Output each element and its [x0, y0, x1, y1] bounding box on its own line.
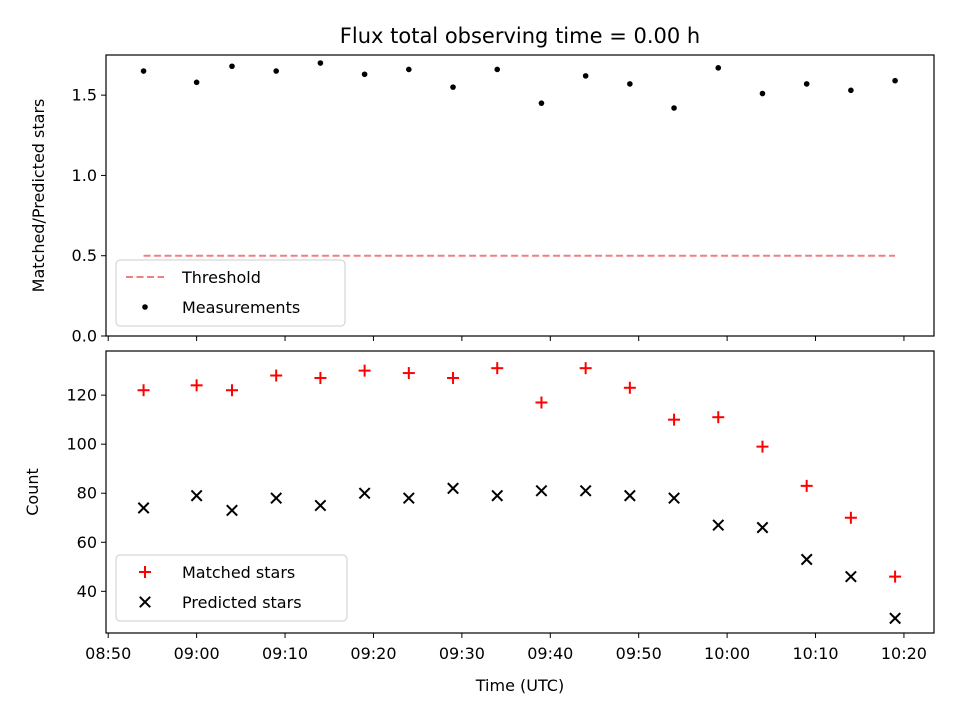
- bottom-matched-stars-point: [190, 379, 203, 392]
- bottom-y-tick-label: 100: [66, 435, 97, 454]
- top-measurements-point: [317, 60, 324, 66]
- x-tick-label: 09:50: [616, 644, 662, 663]
- top-legend-box: [115, 259, 346, 327]
- bottom-panel-frame: [105, 350, 935, 634]
- bottom-predicted-stars-point: [712, 519, 725, 532]
- top-legend-threshold-label: Threshold: [181, 268, 261, 287]
- bottom-matched-stars-point: [358, 364, 371, 377]
- bottom-legend-matched-stars-label: Matched stars: [182, 563, 295, 582]
- chart-title: Flux total observing time = 0.00 h: [340, 24, 700, 48]
- bottom-legend-box: [115, 554, 348, 622]
- bottom-predicted-stars-point: [137, 502, 150, 514]
- top-y-tick-label: 0.0: [72, 327, 97, 346]
- top-measurements-point: [193, 79, 200, 86]
- bottom-legend-predicted-stars-label: Predicted stars: [182, 593, 302, 612]
- x-tick-label: 09:40: [527, 644, 573, 663]
- bottom-matched-stars-point: [270, 369, 283, 382]
- top-measurements-point: [361, 71, 368, 78]
- bottom-predicted-stars-point: [190, 489, 203, 502]
- bottom-matched-stars-point: [447, 371, 460, 384]
- bottom-matched-stars-point: [402, 367, 415, 380]
- top-measurements-point: [450, 84, 456, 90]
- bottom-matched-stars-point: [889, 570, 902, 583]
- top-y-tick-label: 1.5: [72, 86, 97, 105]
- bottom-matched-stars-point: [137, 384, 150, 397]
- top-legend: Threshold Measurements: [115, 259, 346, 327]
- x-tick-label: 10:00: [704, 644, 750, 663]
- bottom-predicted-stars-point: [314, 499, 327, 512]
- bottom-predicted-stars-point: [402, 492, 415, 505]
- top-measurements-point: [892, 77, 898, 84]
- bottom-matched-stars-point: [314, 371, 327, 384]
- bottom-y-axis-label: Count: [23, 468, 42, 516]
- bottom-panel: 40 60 80 100 120 08:50 09:00 09:10 09:20 09:30 09:…: [66, 350, 935, 663]
- x-tick-label: 09:20: [350, 644, 396, 663]
- top-measurements-point: [273, 68, 279, 74]
- bottom-y-tick-label: 60: [77, 533, 97, 552]
- bottom-predicted-stars-point: [889, 612, 902, 625]
- bottom-predicted-stars-point: [668, 492, 680, 505]
- top-measurements-point: [627, 81, 633, 87]
- bottom-predicted-stars-point: [270, 492, 283, 505]
- bottom-matched-stars-point: [579, 362, 592, 375]
- bottom-legend-predicted-stars-handle: [139, 596, 151, 608]
- bottom-matched-stars-point: [225, 384, 238, 397]
- top-legend-measurements-label: Measurements: [182, 298, 300, 317]
- bottom-matched-stars-point: [491, 362, 504, 375]
- bottom-matched-stars-point: [668, 413, 681, 426]
- x-tick-label: 09:10: [262, 644, 308, 663]
- bottom-predicted-stars-point: [358, 487, 371, 500]
- top-measurements-point: [229, 63, 235, 70]
- bottom-predicted-stars-point: [447, 482, 459, 495]
- bottom-legend: Matched stars Predicted stars: [115, 554, 348, 622]
- bottom-predicted-stars-point: [623, 489, 636, 502]
- top-y-axis-label: Matched/Predicted stars: [29, 99, 48, 293]
- top-measurements-point: [671, 105, 677, 111]
- bottom-predicted-stars-point: [800, 553, 813, 566]
- top-panel-frame: [105, 54, 935, 337]
- x-tick-label: 09:00: [174, 644, 220, 663]
- bottom-matched-stars-point: [535, 396, 548, 409]
- top-panel: 0.0 0.5 1.0 1.5 Threshold Measurements: [72, 54, 935, 346]
- top-measurements-point: [582, 73, 589, 79]
- bottom-matched-stars-point: [623, 381, 636, 394]
- top-measurements-point: [406, 66, 412, 73]
- top-measurements-point: [715, 65, 722, 71]
- bottom-legend-matched-stars-handle: [139, 566, 151, 578]
- top-measurements-point: [759, 90, 766, 97]
- bottom-matched-stars-point: [712, 411, 725, 424]
- bottom-matched-stars-point: [844, 511, 857, 524]
- top-measurements-point: [494, 66, 501, 73]
- bottom-y-tick-label: 40: [77, 582, 97, 601]
- bottom-matched-stars-point: [756, 440, 769, 453]
- bottom-predicted-stars-point: [535, 484, 548, 497]
- bottom-predicted-stars-point: [579, 484, 592, 497]
- bottom-predicted-stars-point: [844, 570, 857, 583]
- top-legend-measurements-handle: [142, 304, 148, 310]
- top-measurements-point: [803, 81, 810, 87]
- bottom-matched-stars-point: [800, 479, 813, 492]
- top-measurements-point: [538, 100, 545, 106]
- bottom-y-tick-label: 80: [77, 484, 97, 503]
- x-tick-label: 10:10: [792, 644, 838, 663]
- x-axis-label: Time (UTC): [475, 676, 564, 695]
- bottom-y-tick-label: 120: [66, 386, 97, 405]
- bottom-predicted-stars-point: [491, 489, 504, 502]
- top-measurements-point: [140, 68, 147, 74]
- x-tick-label: 10:20: [881, 644, 927, 663]
- x-tick-label: 08:50: [85, 644, 131, 663]
- top-y-tick-label: 1.0: [72, 166, 97, 185]
- top-measurements-point: [848, 87, 854, 94]
- top-y-tick-label: 0.5: [72, 246, 97, 265]
- bottom-predicted-stars-point: [756, 521, 769, 534]
- bottom-predicted-stars-point: [226, 504, 238, 517]
- x-tick-label: 09:30: [439, 644, 485, 663]
